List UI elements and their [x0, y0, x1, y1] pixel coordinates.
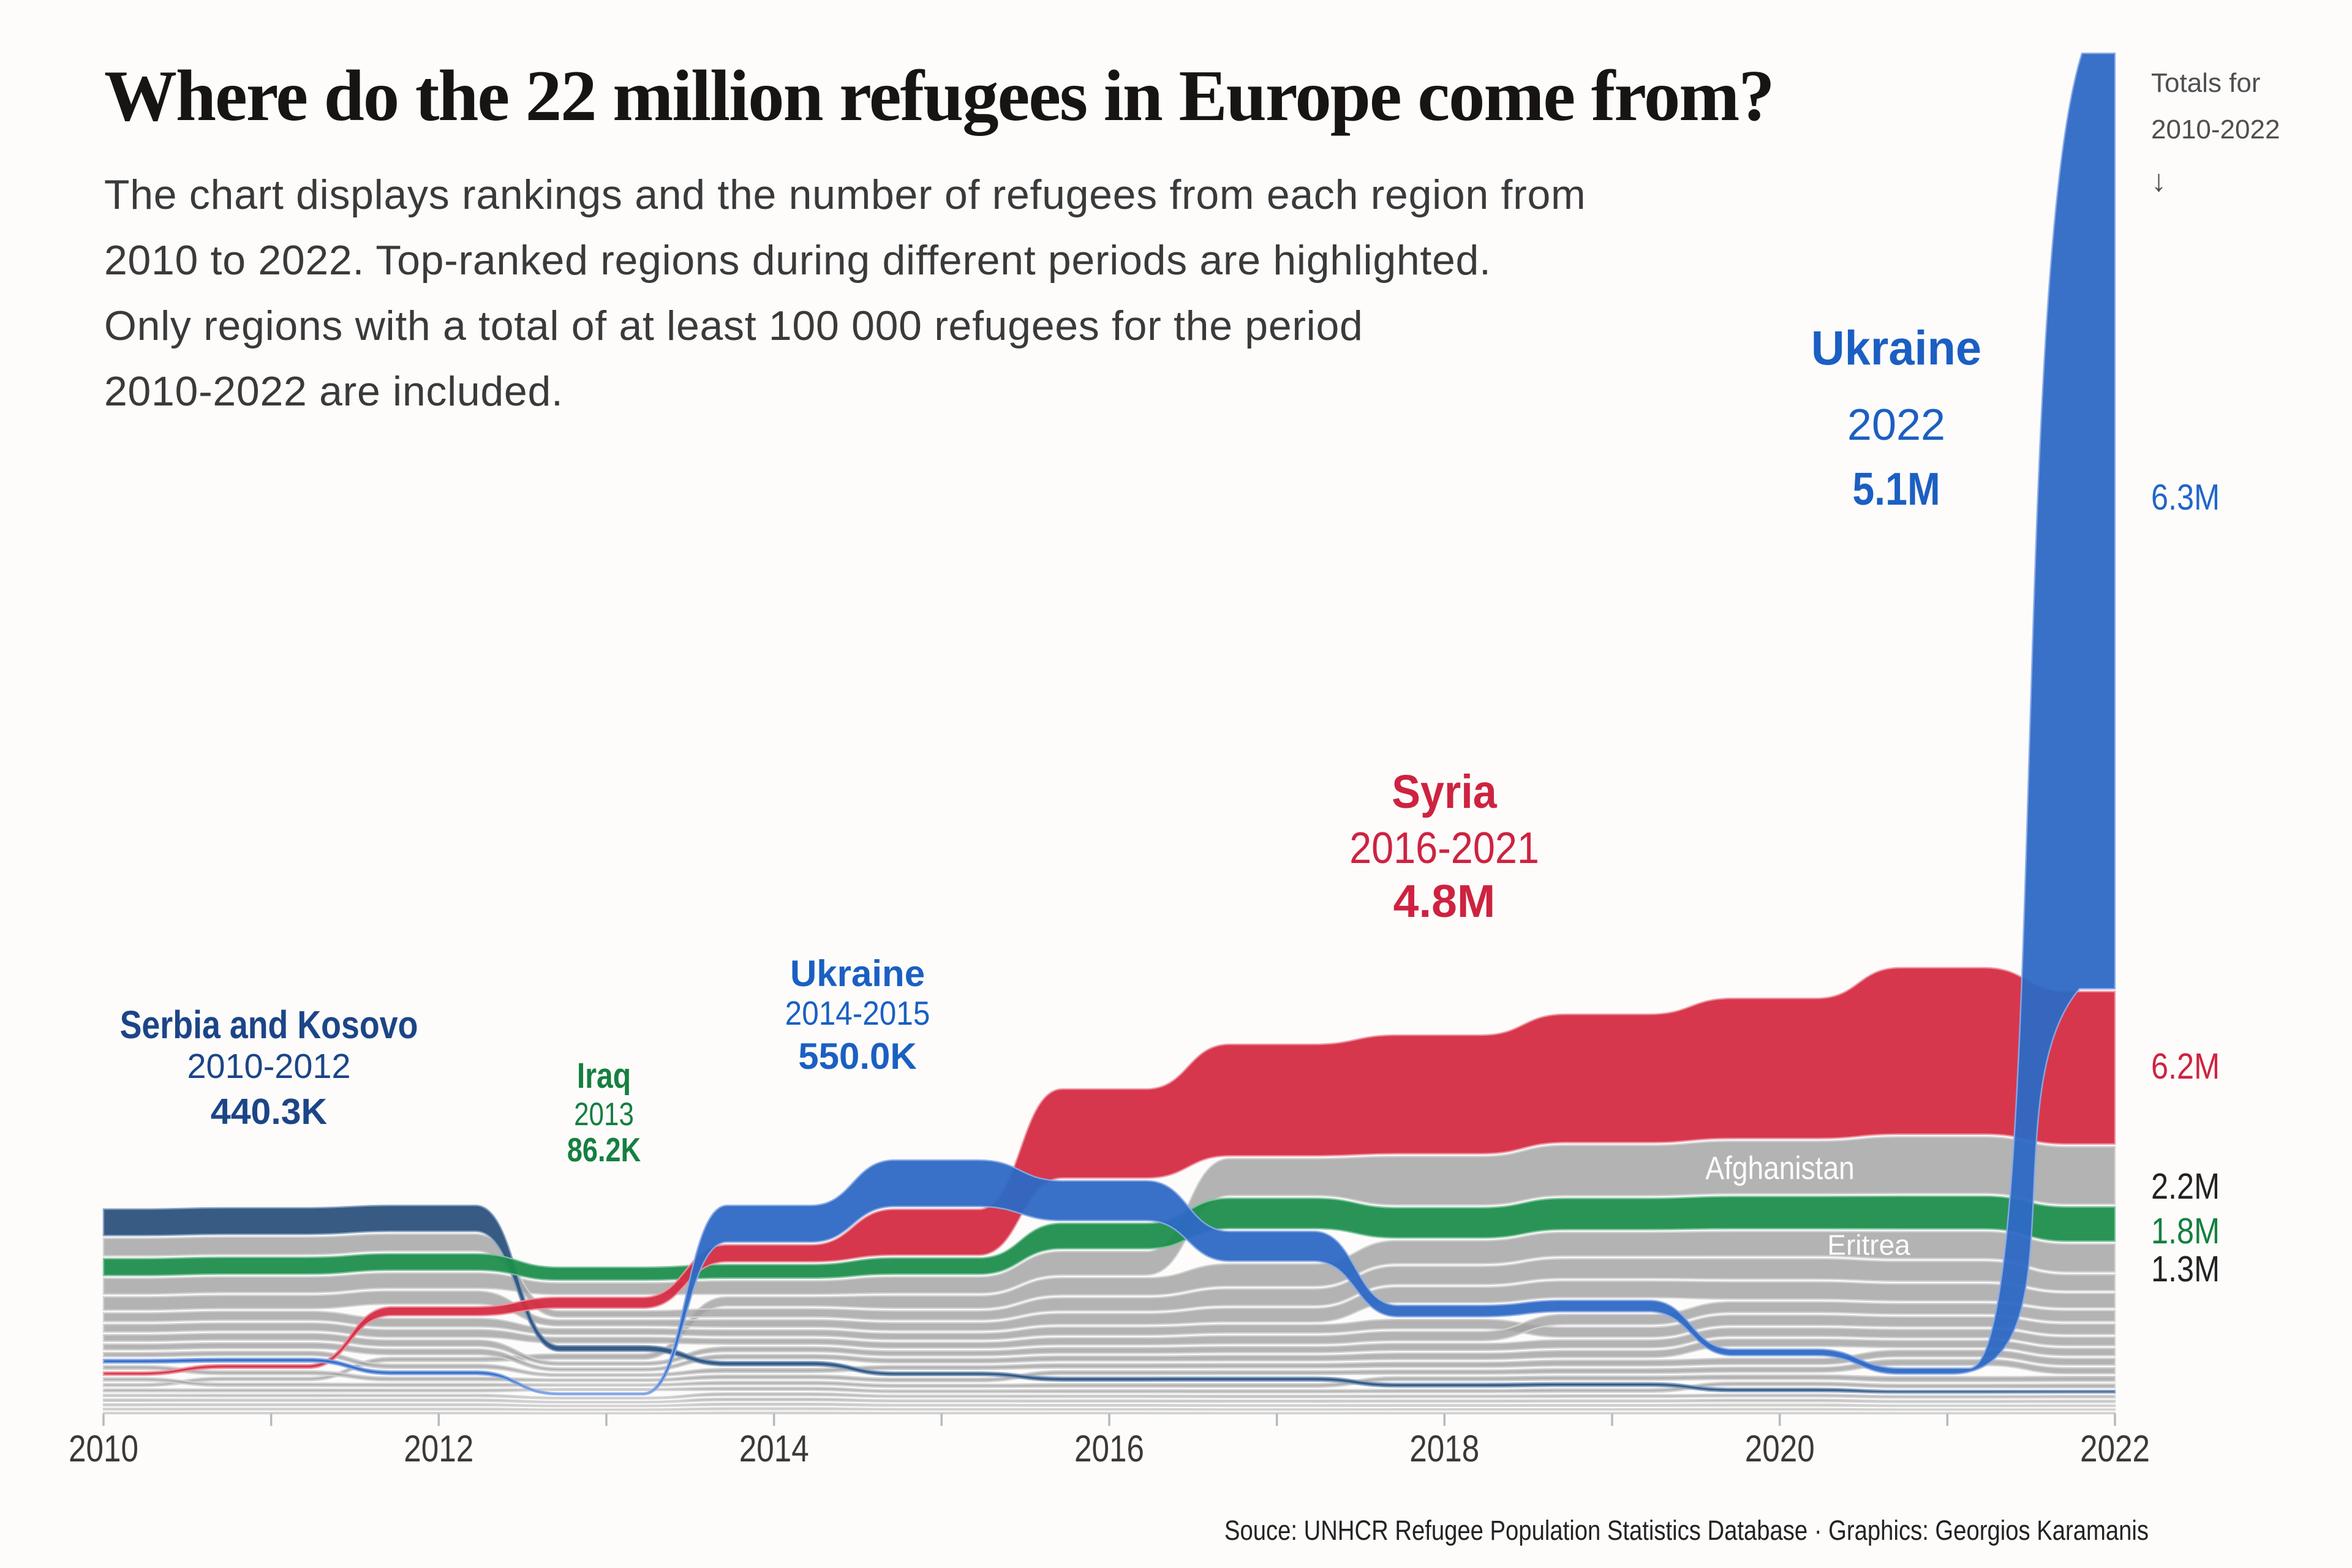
svg-text:86.2K: 86.2K [567, 1131, 641, 1169]
svg-text:Afghanistan: Afghanistan [1705, 1150, 1854, 1186]
svg-text:2022: 2022 [2080, 1428, 2150, 1469]
svg-text:2010-2022: 2010-2022 [2151, 115, 2280, 145]
svg-text:Totals for: Totals for [2151, 68, 2261, 98]
svg-text:The chart displays rankings an: The chart displays rankings and the numb… [104, 172, 1586, 218]
svg-text:Souce: UNHCR Refugee Populatio: Souce: UNHCR Refugee Population Statisti… [1224, 1515, 2149, 1546]
svg-text:6.2M: 6.2M [2151, 1046, 2220, 1087]
svg-text:Eritrea: Eritrea [1827, 1229, 1910, 1261]
svg-text:Only regions with a total of a: Only regions with a total of at least 10… [104, 303, 1363, 349]
svg-text:↓: ↓ [2151, 164, 2166, 198]
svg-text:Syria: Syria [1392, 765, 1497, 818]
svg-text:2016: 2016 [1074, 1428, 1144, 1469]
svg-text:2016-2021: 2016-2021 [1349, 823, 1539, 873]
svg-text:2.2M: 2.2M [2151, 1166, 2220, 1207]
svg-text:1.8M: 1.8M [2151, 1210, 2220, 1251]
svg-text:550.0K: 550.0K [798, 1036, 916, 1077]
svg-text:2014: 2014 [739, 1428, 809, 1469]
svg-text:440.3K: 440.3K [211, 1091, 328, 1132]
svg-text:2010-2012: 2010-2012 [187, 1046, 350, 1085]
svg-text:Iraq: Iraq [577, 1057, 631, 1096]
svg-text:2010 to 2022. Top-ranked regio: 2010 to 2022. Top-ranked regions during … [104, 237, 1491, 284]
svg-text:6.3M: 6.3M [2151, 477, 2220, 518]
svg-text:2022: 2022 [1847, 401, 1945, 450]
svg-text:2012: 2012 [404, 1428, 473, 1469]
svg-text:5.1M: 5.1M [1852, 463, 1940, 514]
svg-text:Where do the 22 million refuge: Where do the 22 million refugees in Euro… [104, 55, 1774, 136]
svg-text:Serbia and Kosovo: Serbia and Kosovo [120, 1003, 418, 1047]
svg-text:2013: 2013 [574, 1096, 634, 1133]
svg-text:2020: 2020 [1745, 1428, 1815, 1469]
svg-text:Ukraine: Ukraine [790, 953, 925, 994]
svg-text:4.8M: 4.8M [1393, 875, 1496, 927]
svg-text:2014-2015: 2014-2015 [785, 995, 930, 1033]
svg-text:Ukraine: Ukraine [1811, 322, 1981, 375]
svg-text:2018: 2018 [1409, 1428, 1479, 1469]
svg-text:2010: 2010 [69, 1428, 138, 1469]
svg-text:1.3M: 1.3M [2151, 1248, 2220, 1289]
svg-text:2010-2022 are included.: 2010-2022 are included. [104, 368, 564, 415]
